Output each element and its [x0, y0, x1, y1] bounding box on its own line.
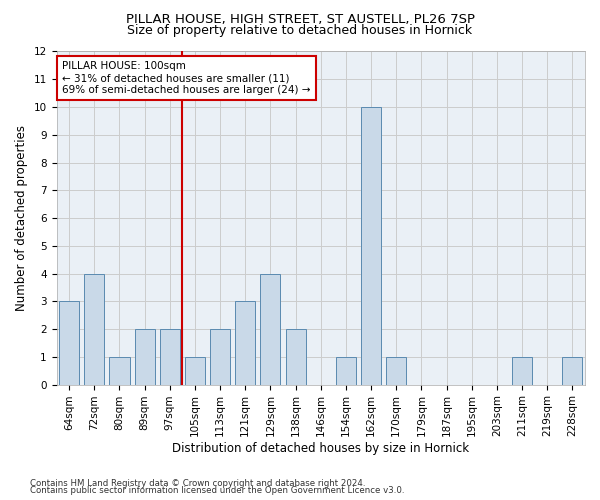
Bar — [512, 357, 532, 384]
Bar — [160, 329, 180, 384]
Text: Contains HM Land Registry data © Crown copyright and database right 2024.: Contains HM Land Registry data © Crown c… — [30, 478, 365, 488]
X-axis label: Distribution of detached houses by size in Hornick: Distribution of detached houses by size … — [172, 442, 469, 455]
Bar — [286, 329, 305, 384]
Text: Size of property relative to detached houses in Hornick: Size of property relative to detached ho… — [127, 24, 473, 37]
Text: PILLAR HOUSE, HIGH STREET, ST AUSTELL, PL26 7SP: PILLAR HOUSE, HIGH STREET, ST AUSTELL, P… — [125, 12, 475, 26]
Bar — [84, 274, 104, 384]
Bar — [59, 302, 79, 384]
Bar — [260, 274, 280, 384]
Bar — [109, 357, 130, 384]
Bar — [336, 357, 356, 384]
Text: Contains public sector information licensed under the Open Government Licence v3: Contains public sector information licen… — [30, 486, 404, 495]
Bar — [210, 329, 230, 384]
Bar — [235, 302, 256, 384]
Bar — [361, 107, 381, 384]
Bar — [185, 357, 205, 384]
Bar — [134, 329, 155, 384]
Bar — [562, 357, 583, 384]
Bar — [386, 357, 406, 384]
Y-axis label: Number of detached properties: Number of detached properties — [15, 125, 28, 311]
Text: PILLAR HOUSE: 100sqm
← 31% of detached houses are smaller (11)
69% of semi-detac: PILLAR HOUSE: 100sqm ← 31% of detached h… — [62, 62, 310, 94]
